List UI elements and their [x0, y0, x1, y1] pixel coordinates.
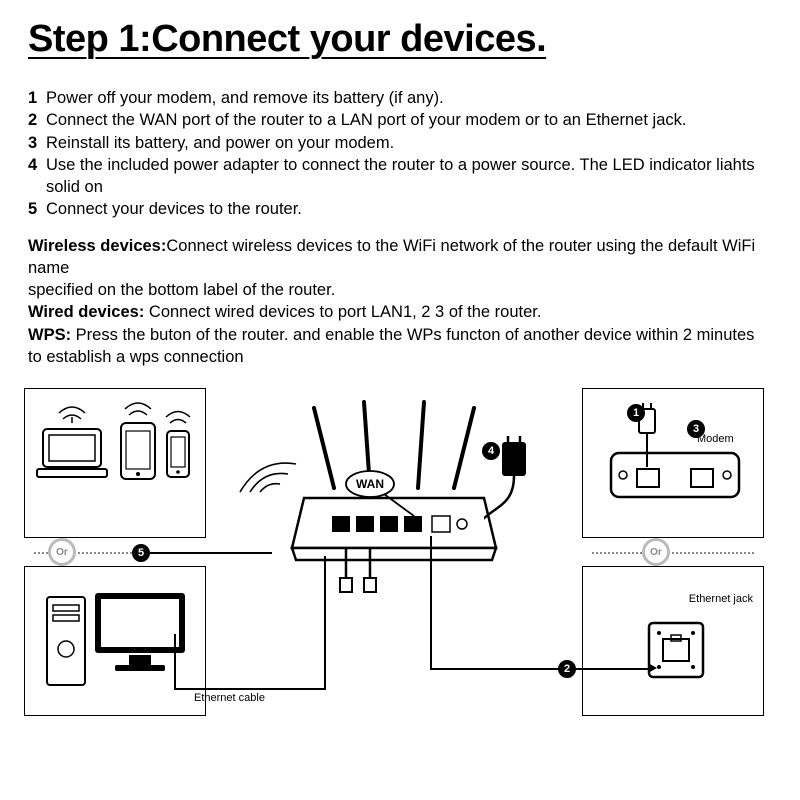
wps-text: Press the buton of the router. and enabl…	[28, 326, 754, 366]
or-badge-left: Or	[48, 538, 76, 566]
step-text: Power off your modem, and remove its bat…	[46, 87, 772, 109]
box-wired-devices	[24, 566, 206, 716]
wireless-devices-icon	[25, 389, 207, 539]
wireless-label: Wireless devices:	[28, 237, 166, 255]
step-num: 3	[28, 132, 46, 154]
page-title: Step 1:Connect your devices.	[28, 18, 772, 61]
wired-text: Connect wired devices to port LAN1, 2 3 …	[144, 303, 541, 321]
router-icon	[274, 398, 514, 598]
wireless-text2: specified on the bottom label of the rou…	[28, 281, 335, 299]
definitions: Wireless devices:Connect wireless device…	[28, 235, 772, 369]
box-wireless-devices	[24, 388, 206, 538]
wps-label: WPS:	[28, 326, 71, 344]
wired-label: Wired devices:	[28, 303, 144, 321]
step-num: 4	[28, 154, 46, 199]
wan-label: WAN	[356, 477, 384, 491]
step-num: 1	[28, 87, 46, 109]
ethernet-cable-label: Ethernet cable	[194, 692, 265, 704]
or-line-right	[592, 552, 754, 554]
step-text: Reinstall its battery, and power on your…	[46, 132, 772, 154]
step-text: Connect the WAN port of the router to a …	[46, 109, 772, 131]
ethernet-jack-icon	[583, 567, 765, 717]
box-ethernet-jack: Ethernet jack	[582, 566, 764, 716]
badge-5: 5	[132, 544, 150, 562]
wired-devices-icon	[25, 567, 207, 717]
step-text: Use the included power adapter to connec…	[46, 154, 772, 199]
step-num: 2	[28, 109, 46, 131]
badge-2: 2	[558, 660, 576, 678]
box-modem: Modem	[582, 388, 764, 538]
step-num: 5	[28, 198, 46, 220]
steps-list: 1Power off your modem, and remove its ba…	[28, 87, 772, 221]
connection-diagram: Modem Ethernet jack Or Or	[24, 388, 764, 718]
step-text: Connect your devices to the router.	[46, 198, 772, 220]
ethernet-jack-label: Ethernet jack	[689, 593, 753, 605]
modem-icon	[583, 389, 765, 539]
or-badge-right: Or	[642, 538, 670, 566]
wifi-waves-icon	[210, 444, 310, 524]
lan-plugs-icon	[334, 548, 394, 628]
